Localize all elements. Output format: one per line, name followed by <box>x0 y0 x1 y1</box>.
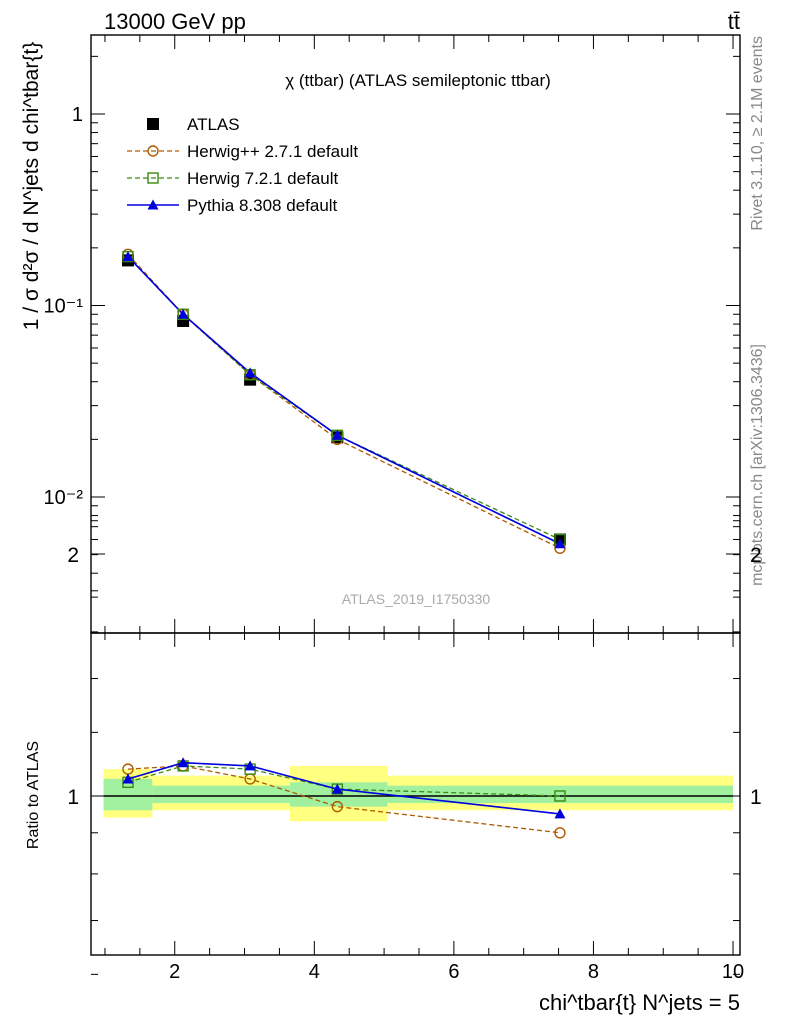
series-line <box>127 256 561 541</box>
rivet-label: Rivet 3.1.10, ≥ 2.1M events <box>749 36 766 231</box>
data-point <box>177 757 189 768</box>
series-line <box>127 253 561 549</box>
data-point <box>244 367 256 378</box>
legend-label: ATLAS <box>187 115 240 134</box>
main-y-ticks: 1 10⁻¹ 10⁻² <box>44 55 740 598</box>
data-point <box>147 145 159 157</box>
legend-label: Pythia 8.308 default <box>187 196 338 215</box>
mcplots-label: mcplots.cern.ch [arXiv:1306.3436] <box>749 344 766 586</box>
analysis-watermark: ATLAS_2019_I1750330 <box>342 591 491 607</box>
uncertainty-band-inner <box>103 778 153 811</box>
y-tick-label: 10⁻² <box>44 487 84 509</box>
series-line <box>127 256 561 545</box>
x-tick-label: 10 <box>722 961 744 983</box>
uncertainty-band-inner <box>387 785 734 804</box>
legend-label: Herwig++ 2.7.1 default <box>187 142 358 161</box>
data-point <box>554 808 566 819</box>
ratio-tick-label: 1 <box>67 786 79 809</box>
data-point <box>122 251 134 262</box>
main-panel: χ (ttbar) (ATLAS semileptonic ttbar) ATL… <box>20 34 741 634</box>
ratio-series-layer <box>122 757 566 839</box>
data-point <box>147 172 159 184</box>
x-tick-label: 6 <box>448 961 459 983</box>
ratio-tick-label: 2 <box>67 544 79 567</box>
data-point <box>554 827 566 839</box>
main-y-label: 1 / σ d²σ / d N^jets d chi^tbar{t} <box>20 42 43 330</box>
y-tick-label: 1 <box>72 104 83 126</box>
data-point <box>244 760 256 771</box>
data-point <box>122 773 134 784</box>
data-point <box>147 118 159 130</box>
data-point <box>177 308 189 319</box>
x-tick-label: 2 <box>169 961 180 983</box>
process-label: tt̄ <box>728 9 740 34</box>
data-point <box>331 429 343 440</box>
data-point <box>331 783 343 794</box>
x-axis-ticks: 2 4 6 8 10 <box>104 35 744 983</box>
x-tick-label: 8 <box>588 961 599 983</box>
energy-label: 13000 GeV pp <box>104 9 246 34</box>
ratio-uncertainty-bands <box>103 765 734 822</box>
ratio-y-label: Ratio to ATLAS <box>25 741 42 849</box>
data-point <box>554 790 566 802</box>
data-point <box>554 538 566 549</box>
ratio-tick-label-right: 2 <box>750 544 762 567</box>
legend-label: Herwig 7.2.1 default <box>187 169 338 188</box>
ratio-y-ticks: 22110.50.5 <box>67 520 762 975</box>
uncertainty-band-inner <box>152 785 290 804</box>
legend: ATLAS Herwig++ 2.7.1 default Herwig 7.2.1 … <box>127 115 358 215</box>
ratio-frame <box>90 632 741 956</box>
ratio-line <box>127 765 561 834</box>
plot-title: χ (ttbar) (ATLAS semileptonic ttbar) <box>285 71 551 90</box>
data-point <box>147 199 159 210</box>
y-tick-label: 10⁻¹ <box>44 296 84 318</box>
main-series-layer <box>121 248 566 554</box>
ratio-tick-label-right: 1 <box>750 786 762 809</box>
data-point <box>331 800 344 813</box>
x-tick-label: 4 <box>309 961 320 983</box>
x-axis-label: chi^tbar{t} N^jets = 5 <box>539 990 740 1015</box>
